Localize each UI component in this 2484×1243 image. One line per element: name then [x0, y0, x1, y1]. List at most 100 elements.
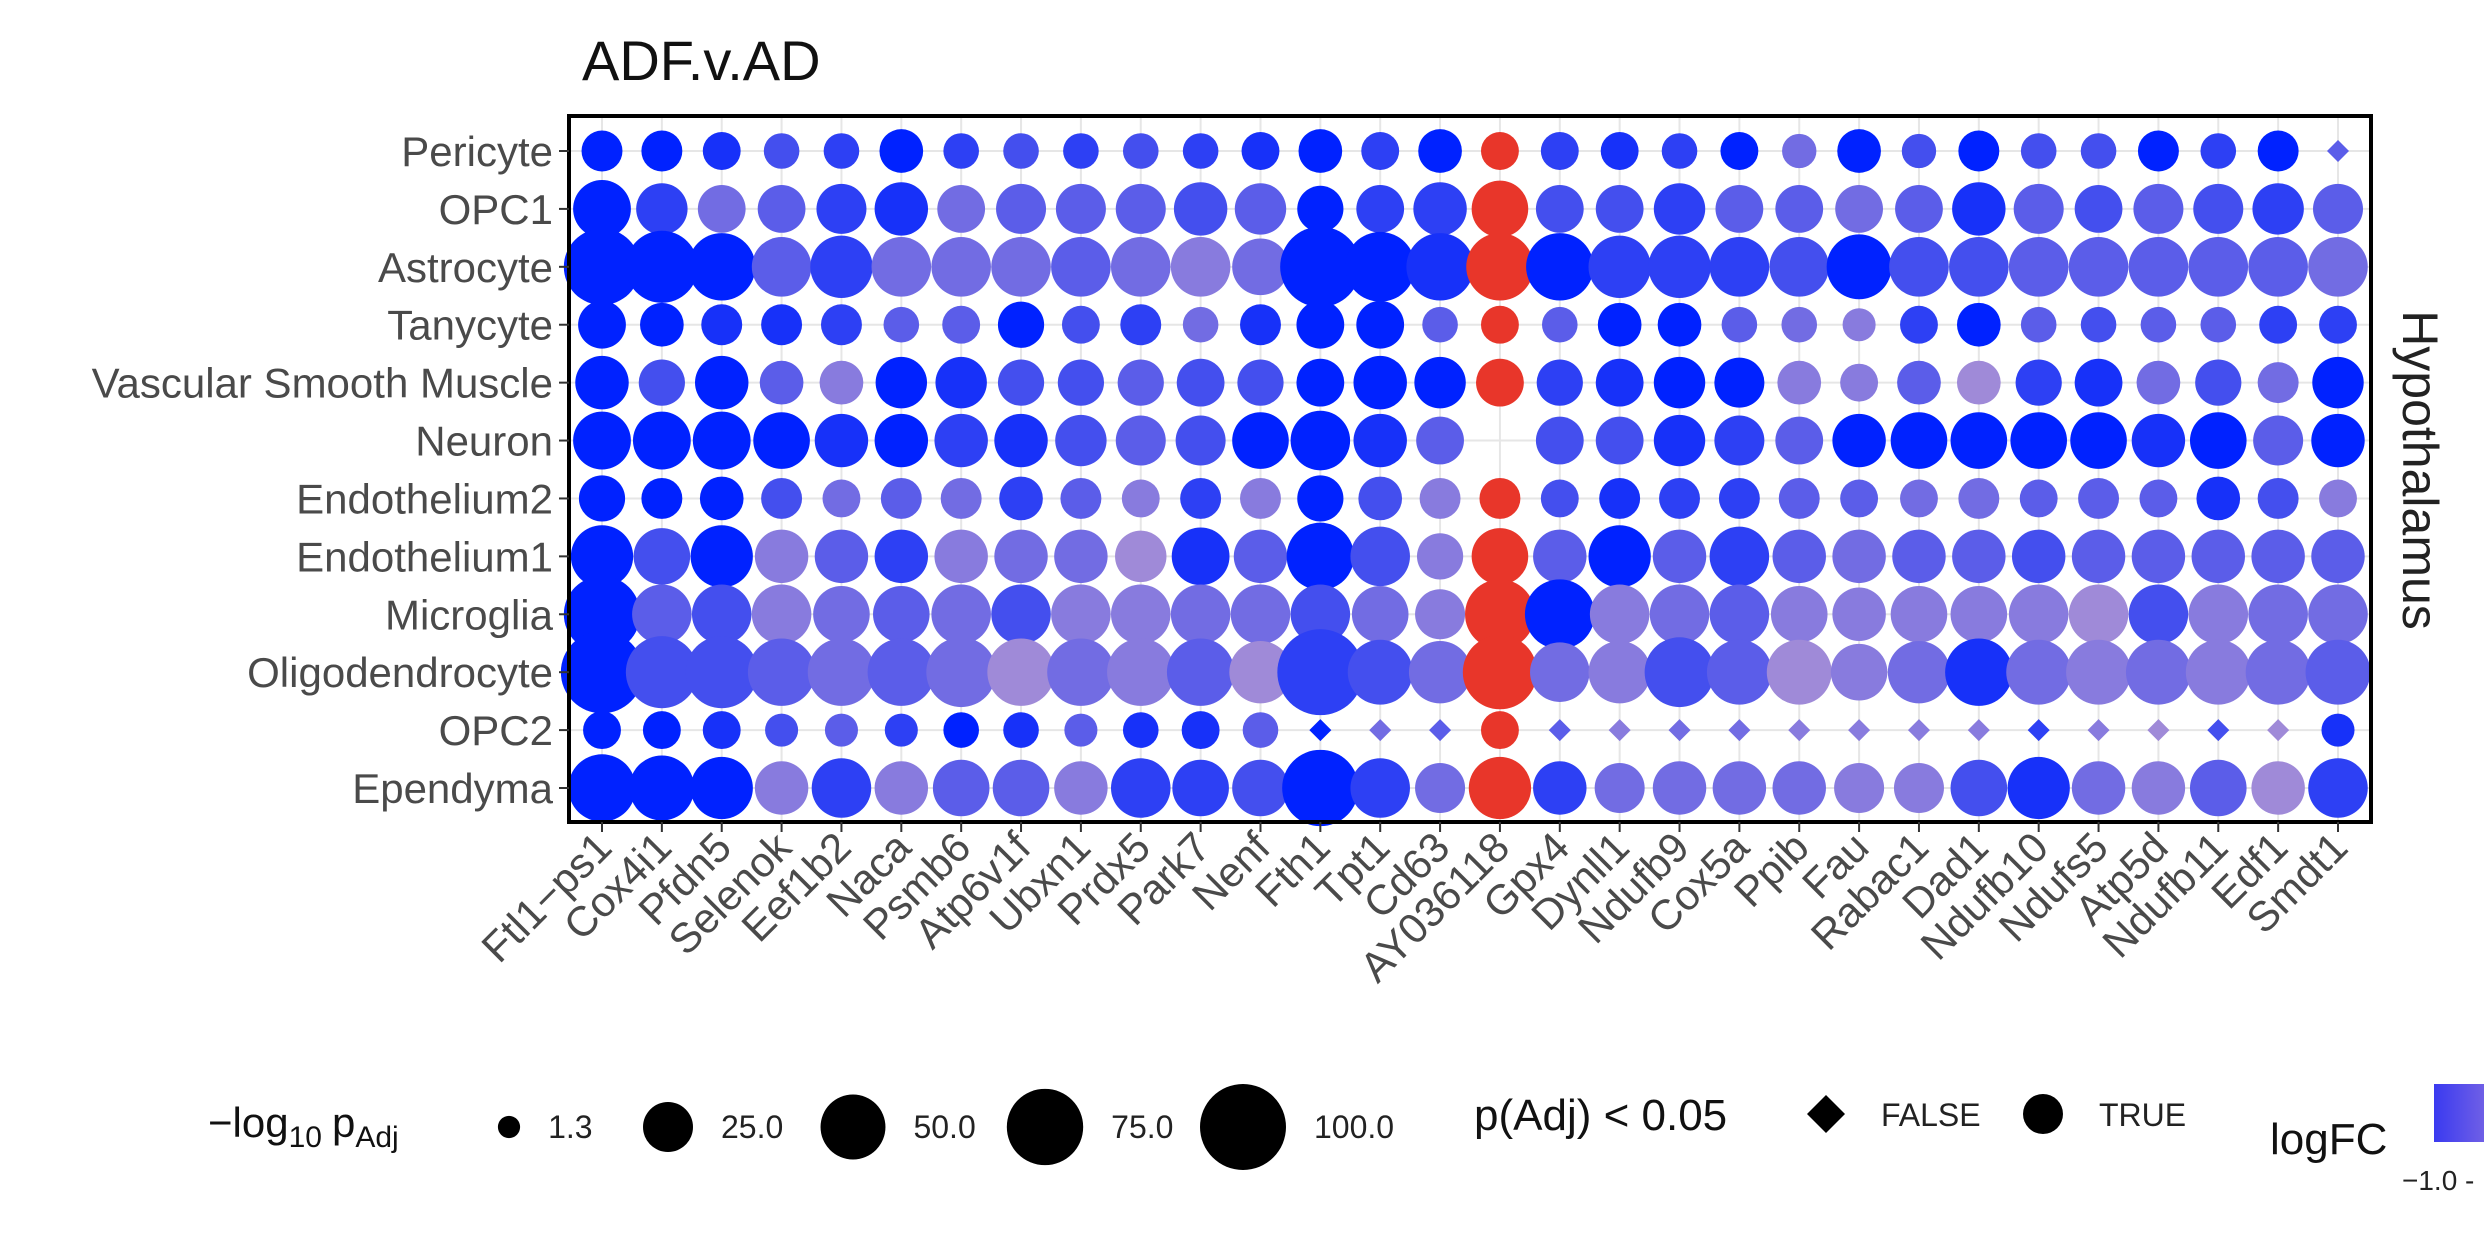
data-point [2321, 713, 2355, 747]
data-point [1832, 587, 1886, 641]
data-point [2066, 639, 2132, 705]
shape-legend-title: p(Adj) < 0.05 [1474, 1091, 1727, 1140]
data-point [1237, 359, 1284, 406]
data-point [1170, 584, 1231, 645]
data-point [2074, 358, 2123, 407]
data-point [1471, 180, 1529, 238]
data-point [701, 304, 743, 346]
data-point [1952, 529, 2006, 584]
data-point [1648, 235, 1711, 298]
data-point [1644, 637, 1715, 708]
data-point [991, 237, 1051, 297]
data-point [702, 132, 741, 170]
data-point [1649, 584, 1710, 645]
data-point [883, 306, 920, 343]
data-point [1533, 761, 1587, 815]
size-legend-title: −log10 pAdj [208, 1099, 399, 1154]
data-point [1055, 414, 1107, 467]
data-point [2195, 359, 2242, 406]
data-point [1526, 233, 1594, 301]
data-point [996, 183, 1047, 234]
data-point [987, 638, 1055, 706]
data-point [1895, 185, 1943, 233]
data-point [2007, 756, 2070, 820]
data-point [1826, 234, 1892, 300]
data-point [1541, 306, 1578, 343]
data-point [931, 237, 991, 297]
facet-label-text: Hypothalamus [2392, 310, 2449, 630]
data-point [1772, 529, 1826, 584]
data-point [1350, 758, 1410, 818]
data-point [1414, 356, 1466, 409]
data-point [1594, 763, 1645, 813]
size-legend-key [820, 1094, 886, 1160]
data-point [1415, 589, 1466, 640]
data-point [1782, 133, 1817, 169]
data-point [1766, 639, 1832, 705]
data-point [2196, 476, 2241, 521]
data-point [575, 355, 629, 410]
data-point [1055, 183, 1106, 234]
data-point [581, 130, 623, 172]
data-point [1290, 410, 1351, 471]
data-point [1950, 585, 2008, 643]
data-point [1060, 477, 1102, 519]
data-point [931, 584, 991, 645]
data-point [1595, 185, 1644, 233]
data-point-nonsig [1608, 719, 1631, 742]
data-point [1769, 237, 1830, 297]
chart-title: ADF.v.AD [582, 29, 821, 92]
data-point [942, 305, 981, 344]
data-point [1777, 360, 1822, 405]
data-point [2200, 306, 2237, 343]
data-point [2257, 362, 2299, 404]
data-point [699, 476, 744, 521]
data-point [1775, 416, 1824, 465]
data-point [2128, 584, 2189, 645]
data-point [2252, 183, 2304, 235]
data-point-nonsig [1309, 719, 1332, 742]
data-point [1533, 529, 1587, 584]
data-point [2245, 639, 2311, 705]
data-point [1901, 133, 1937, 169]
data-point [2313, 183, 2363, 234]
data-point [1241, 132, 1280, 170]
data-point [1892, 529, 1946, 584]
data-point [2128, 237, 2189, 297]
size-legend-key [497, 1115, 521, 1139]
data-point [1422, 306, 1458, 343]
data-point [820, 304, 862, 346]
data-point [813, 585, 870, 643]
data-point-nonsig [1788, 719, 1811, 742]
data-point [2188, 237, 2249, 297]
data-point [1653, 414, 1706, 467]
data-point [1361, 132, 1400, 170]
data-point [1837, 129, 1881, 173]
data-point [1122, 712, 1159, 748]
data-point [1182, 306, 1219, 343]
data-point [1047, 638, 1115, 706]
data-point [2080, 133, 2117, 169]
data-point [1064, 713, 1098, 747]
data-point [884, 713, 918, 747]
data-point [1479, 477, 1521, 519]
data-point [2259, 305, 2298, 344]
y-tick-label: Neuron [415, 418, 553, 465]
data-point [1535, 185, 1584, 233]
facet-label: Hypothalamus [2380, 290, 2460, 650]
data-point [1233, 529, 1288, 584]
data-point [1588, 641, 1651, 704]
data-point [1476, 358, 1524, 407]
data-point [1230, 584, 1291, 645]
data-point [943, 712, 979, 748]
data-point [997, 359, 1045, 406]
data-point [2136, 360, 2181, 405]
data-point [2191, 529, 2245, 584]
data-point [1356, 300, 1405, 349]
data-point [1715, 185, 1764, 233]
data-point [563, 228, 641, 305]
data-point [1282, 749, 1359, 827]
data-point [691, 584, 752, 645]
data-point [873, 585, 930, 643]
data-point [641, 477, 683, 519]
